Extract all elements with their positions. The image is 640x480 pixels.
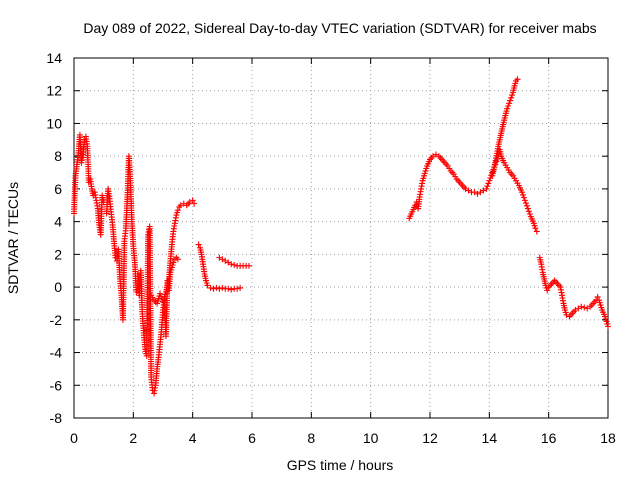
data-point-plus bbox=[507, 97, 514, 104]
y-axis-label: SDTVAR / TECUs bbox=[5, 182, 21, 294]
x-tick-label: 10 bbox=[363, 430, 379, 446]
data-point-plus bbox=[191, 200, 198, 207]
data-point-plus bbox=[533, 228, 540, 235]
series-2 bbox=[103, 153, 140, 323]
y-tick-label: -8 bbox=[50, 410, 63, 426]
y-tick-labels: -8 -6 -4 -2 0 2 4 6 8 10 12 14 bbox=[46, 50, 62, 426]
data-point-plus bbox=[225, 285, 232, 292]
x-tick-label: 0 bbox=[70, 430, 78, 446]
data-point-plus bbox=[174, 256, 181, 263]
data-point-plus bbox=[189, 197, 196, 204]
series-1 bbox=[71, 131, 107, 238]
data-point-plus bbox=[506, 100, 513, 107]
x-tick-label: 14 bbox=[482, 430, 498, 446]
series-5 bbox=[195, 241, 244, 293]
data-point-plus bbox=[532, 225, 539, 232]
plot-frame bbox=[73, 57, 609, 419]
data-point-plus bbox=[504, 105, 511, 112]
data-point-plus bbox=[594, 293, 601, 300]
y-tick-label: -2 bbox=[50, 312, 63, 328]
data-point-plus bbox=[544, 287, 551, 294]
data-point-plus bbox=[234, 285, 241, 292]
data-point-plus bbox=[522, 200, 529, 207]
data-point-plus bbox=[228, 261, 235, 268]
data-point-plus bbox=[521, 197, 528, 204]
series-7 bbox=[406, 146, 540, 235]
grid-lines bbox=[74, 58, 608, 418]
y-tick-label: 6 bbox=[54, 181, 62, 197]
data-point-plus bbox=[195, 241, 202, 248]
y-tick-label: 2 bbox=[54, 246, 62, 262]
data-points bbox=[71, 76, 611, 397]
data-point-plus bbox=[523, 202, 530, 209]
y-tick-label: 10 bbox=[46, 115, 62, 131]
y-tick-label: 4 bbox=[54, 214, 62, 230]
series-4 bbox=[148, 197, 198, 307]
series-9 bbox=[536, 254, 611, 330]
x-tick-label: 2 bbox=[129, 430, 137, 446]
data-point-plus bbox=[518, 189, 525, 196]
x-tick-labels: 0 2 4 6 8 10 12 14 16 18 bbox=[70, 430, 616, 446]
x-axis-label: GPS time / hours bbox=[287, 457, 394, 473]
data-point-plus bbox=[505, 103, 512, 109]
x-tick-label: 16 bbox=[541, 430, 557, 446]
y-tick-label: -4 bbox=[50, 345, 63, 361]
y-tick-label: 0 bbox=[54, 279, 62, 295]
x-tick-label: 6 bbox=[248, 430, 256, 446]
data-point-plus bbox=[520, 194, 527, 201]
y-tick-label: -6 bbox=[50, 377, 63, 393]
y-tick-label: 12 bbox=[46, 83, 62, 99]
data-point-plus bbox=[207, 284, 214, 291]
data-point-plus bbox=[514, 76, 521, 83]
data-point-plus bbox=[213, 284, 220, 291]
x-tick-label: 12 bbox=[422, 430, 438, 446]
data-point-plus bbox=[174, 207, 181, 214]
data-point-plus bbox=[231, 262, 238, 268]
data-point-plus bbox=[484, 183, 491, 190]
data-point-plus bbox=[210, 285, 217, 292]
data-point-plus bbox=[519, 191, 526, 198]
data-point-plus bbox=[526, 211, 533, 217]
data-point-plus bbox=[605, 323, 611, 330]
axis-ticks bbox=[73, 57, 609, 419]
data-point-plus bbox=[508, 94, 515, 101]
y-tick-label: 8 bbox=[54, 148, 62, 164]
data-point-plus bbox=[157, 290, 164, 297]
data-point-plus bbox=[486, 177, 493, 184]
data-point-plus bbox=[525, 208, 532, 215]
data-point-plus bbox=[581, 304, 588, 311]
data-point-plus bbox=[578, 303, 585, 310]
data-point-plus bbox=[483, 185, 490, 192]
chart-title: Day 089 of 2022, Sidereal Day-to-day VTE… bbox=[83, 20, 596, 36]
x-tick-label: 4 bbox=[189, 430, 197, 446]
data-point-plus bbox=[509, 92, 516, 99]
data-point-plus bbox=[237, 284, 244, 291]
data-point-plus bbox=[219, 284, 226, 291]
series-8 bbox=[489, 76, 521, 179]
series-6 bbox=[216, 254, 253, 269]
x-tick-label: 8 bbox=[307, 430, 315, 446]
data-point-plus bbox=[216, 285, 223, 292]
y-tick-label: 14 bbox=[46, 50, 62, 66]
data-point-plus bbox=[228, 286, 235, 293]
data-point-plus bbox=[524, 205, 531, 212]
data-point-plus bbox=[485, 180, 492, 187]
data-point-plus bbox=[246, 262, 253, 269]
x-tick-label: 18 bbox=[600, 430, 616, 446]
